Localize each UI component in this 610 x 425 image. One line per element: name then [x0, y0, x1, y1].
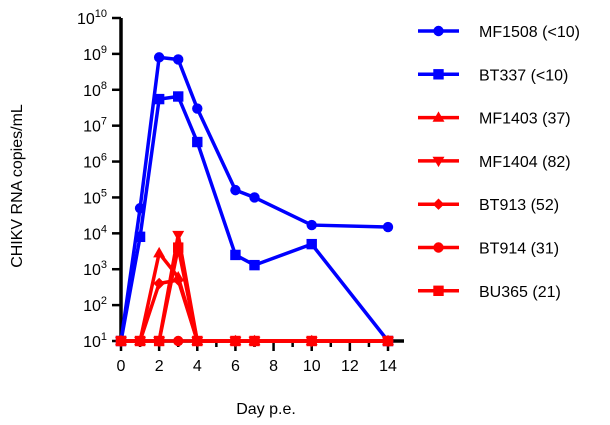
y-tick-label: 109 [83, 44, 107, 64]
x-tick-label: 14 [379, 358, 397, 375]
series-6 [115, 242, 394, 347]
y-tick-label: 104 [83, 223, 107, 243]
data-point [249, 259, 260, 271]
data-point [249, 335, 260, 347]
x-tick-label: 6 [231, 358, 240, 375]
legend-item: BU365 (21) [418, 284, 561, 301]
x-axis-title: Day p.e. [236, 401, 296, 418]
data-point [172, 274, 184, 286]
x-tick-label: 4 [193, 358, 202, 375]
x-tick-label: 8 [269, 358, 278, 375]
data-point [153, 277, 165, 290]
plot-area: 0 2 4 6 8 10 12 14 101 102 103 104 105 106 107 108 109 10… [77, 8, 404, 375]
data-point [153, 246, 166, 258]
series-1 [115, 91, 394, 347]
legend-label: MF1508 (<10) [479, 24, 580, 41]
data-point [192, 136, 203, 148]
legend-marker [433, 242, 444, 253]
data-point [382, 221, 394, 233]
legend-marker [433, 285, 444, 296]
y-tick-label: 105 [83, 187, 107, 207]
data-point [115, 335, 127, 347]
data-point [153, 335, 165, 347]
data-point [173, 91, 184, 102]
legend-item: MF1404 (82) [418, 154, 571, 171]
data-point [230, 335, 241, 347]
legend-label: BU365 (21) [479, 284, 561, 301]
y-tick-label: 1010 [77, 8, 107, 28]
data-point [173, 335, 184, 347]
legend-label: BT337 (<10) [479, 67, 568, 84]
legend-label: MF1403 (37) [479, 111, 571, 128]
data-point [134, 231, 146, 243]
y-tick-label: 108 [83, 80, 107, 100]
y-tick-label: 101 [83, 331, 107, 351]
data-point [306, 335, 317, 347]
legend-item: BT914 (31) [418, 241, 559, 258]
data-point [172, 230, 185, 242]
data-point [173, 242, 184, 253]
data-point [306, 219, 317, 231]
x-tick-label: 10 [303, 358, 321, 375]
data-point [192, 335, 203, 347]
data-point [382, 335, 394, 347]
legend-item: BT337 (<10) [418, 67, 568, 84]
legend-label: BT914 (31) [479, 241, 559, 258]
legend-item: MF1508 (<10) [418, 24, 580, 41]
data-point [230, 249, 241, 261]
data-point [192, 103, 203, 114]
x-tick-label: 12 [341, 358, 359, 375]
legend-marker [433, 69, 444, 80]
data-point [249, 192, 260, 203]
legend-label: BT913 (52) [479, 197, 559, 214]
legend-item: MF1403 (37) [418, 111, 571, 128]
data-point [153, 93, 165, 105]
legend-marker [433, 25, 444, 37]
legend: MF1508 (<10) BT337 (<10) MF1403 (37) MF1404… [418, 24, 580, 301]
series-line [119, 94, 390, 343]
x-tick-label: 0 [117, 358, 126, 375]
legend-marker [432, 198, 445, 210]
y-tick-label: 103 [83, 259, 107, 279]
legend-item: BT913 (52) [418, 197, 559, 214]
y-tick-label: 102 [83, 295, 107, 315]
data-point [230, 184, 241, 196]
data-point [306, 238, 317, 250]
y-tick-label: 107 [83, 116, 107, 136]
data-point [173, 54, 184, 65]
y-tick-label: 106 [83, 152, 107, 172]
legend-marker [432, 111, 445, 122]
legend-marker [432, 156, 445, 168]
legend-label: MF1404 (82) [479, 154, 571, 171]
data-point [134, 335, 146, 347]
x-tick-label: 2 [155, 358, 164, 375]
y-axis-title: CHIKV RNA copies/mL [9, 104, 26, 268]
data-point [153, 52, 165, 63]
